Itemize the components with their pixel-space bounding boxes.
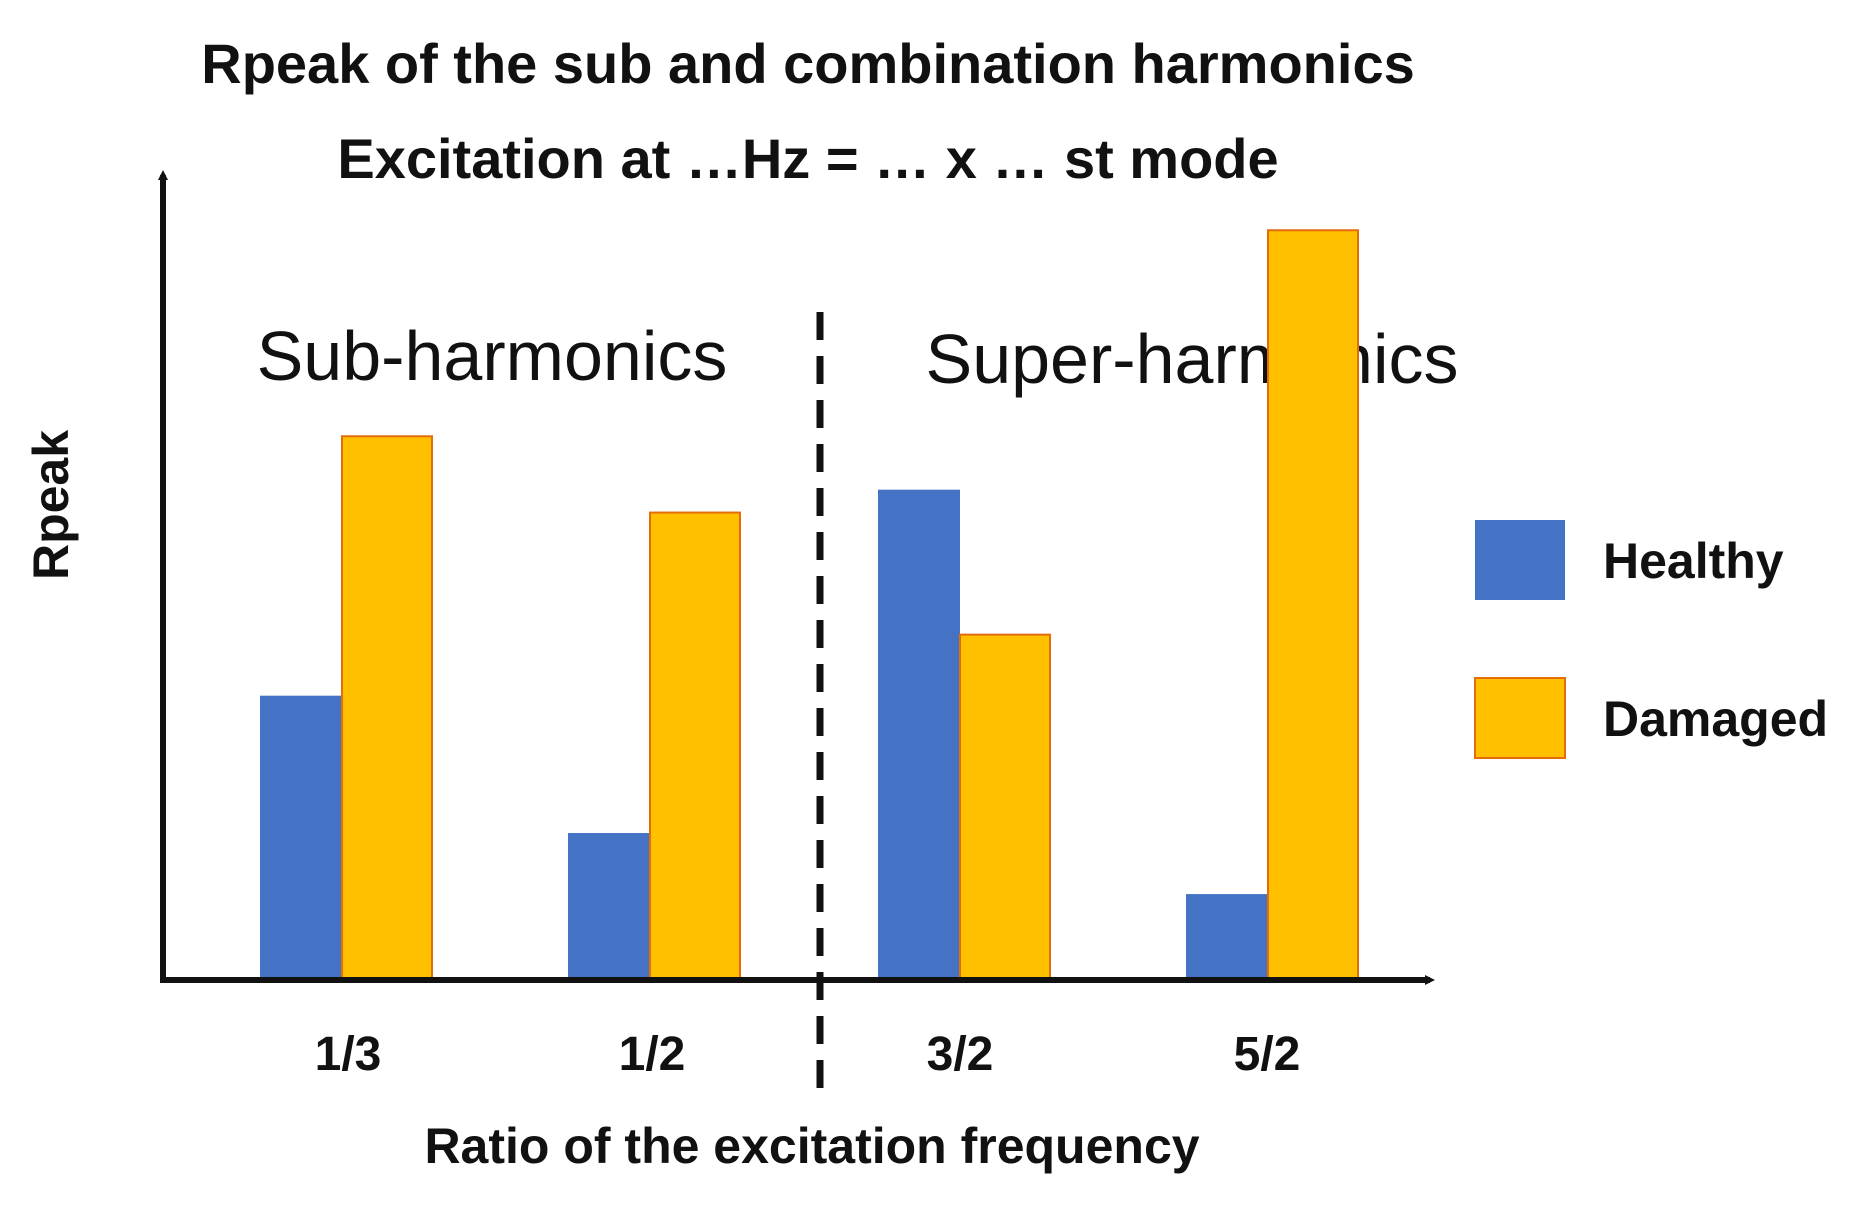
x-tick-label: 1/3: [315, 1028, 382, 1081]
legend-swatch-healthy: [1475, 520, 1565, 600]
chart-title: Rpeak of the sub and combination harmoni…: [201, 32, 1415, 95]
bar-damaged-1-2: [649, 511, 741, 979]
legend-label-healthy: Healthy: [1603, 533, 1784, 589]
region-label-sub-harmonics: Sub-harmonics: [257, 317, 728, 395]
bar-healthy-1-2: [568, 833, 650, 978]
x-axis-label: Ratio of the excitation frequency: [424, 1118, 1199, 1174]
x-tick-label: 1/2: [619, 1028, 686, 1081]
x-tick-label: 5/2: [1234, 1028, 1301, 1081]
x-tick-label: 3/2: [927, 1028, 994, 1081]
bar-damaged-5-2: [1267, 229, 1359, 979]
legend-label-damaged: Damaged: [1603, 691, 1828, 747]
legend: Healthy Damaged: [1474, 520, 1828, 759]
bar-damaged-1-3: [341, 435, 433, 979]
region-label-super-harmonics: Super-harmonics: [926, 320, 1459, 398]
bar-damaged-3-2: [959, 633, 1051, 980]
y-axis-label: Rpeak: [23, 430, 79, 580]
legend-swatch-damaged: [1474, 677, 1566, 759]
chart-subtitle: Excitation at …Hz = … x … st mode: [337, 127, 1278, 190]
bar-healthy-3-2: [878, 489, 960, 978]
bar-healthy-1-3: [260, 695, 342, 978]
bar-group: [260, 229, 1359, 980]
bar-healthy-5-2: [1186, 894, 1268, 978]
